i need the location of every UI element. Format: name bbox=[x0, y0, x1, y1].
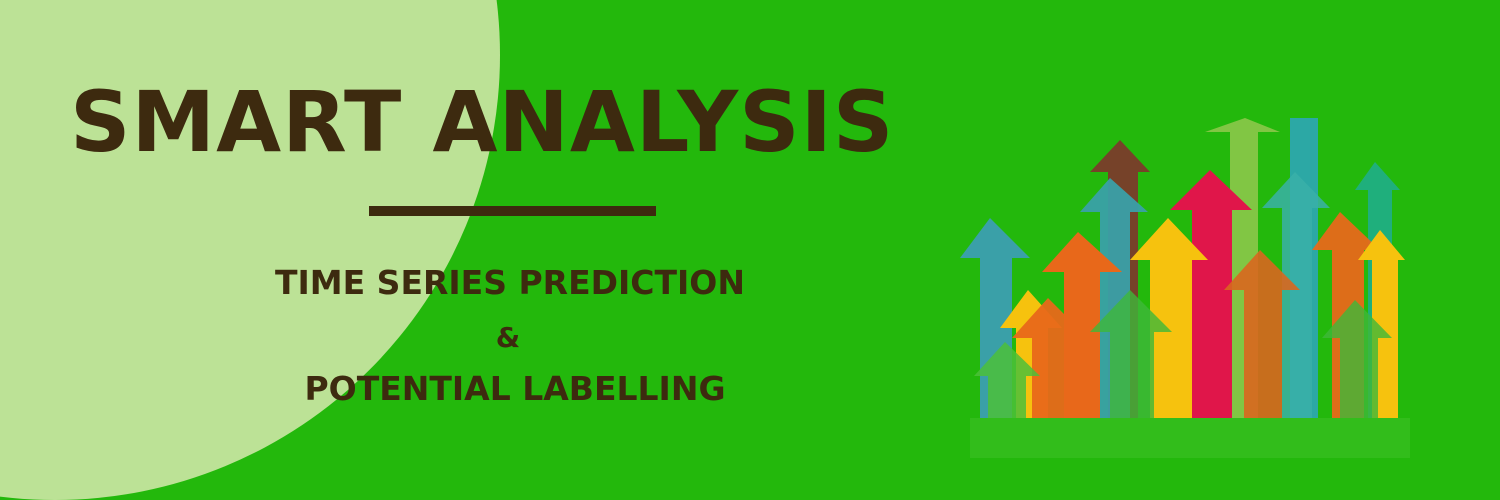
arrow-reflection bbox=[970, 418, 1410, 458]
title-divider bbox=[369, 206, 656, 216]
arrow-green-front-right bbox=[1322, 300, 1392, 418]
subtitle-ampersand: & bbox=[495, 321, 521, 354]
subtitle-line-2: POTENTIAL LABELLING bbox=[304, 369, 726, 408]
arrow-crimson bbox=[1170, 170, 1252, 418]
rising-arrows-illustration bbox=[960, 118, 1410, 458]
arrow-green-front-left bbox=[974, 342, 1040, 418]
arrow-green-front-mid bbox=[1090, 290, 1172, 418]
banner-title: SMART ANALYSIS bbox=[70, 73, 895, 171]
arrow-orange-low-center bbox=[1224, 250, 1300, 418]
arrow-teal-left bbox=[960, 218, 1030, 418]
arrow-orange-left bbox=[1042, 232, 1122, 418]
arrow-back-lightgreen bbox=[1205, 118, 1280, 418]
arrow-teal-right-mid bbox=[1262, 172, 1330, 418]
arrow-teal-mid bbox=[1080, 178, 1148, 418]
subtitle-line-1: TIME SERIES PREDICTION bbox=[275, 263, 745, 302]
arrow-orange-low-left bbox=[1012, 298, 1088, 418]
arrow-yellow-right bbox=[1358, 230, 1405, 418]
arrow-yellow-center bbox=[1130, 218, 1208, 418]
